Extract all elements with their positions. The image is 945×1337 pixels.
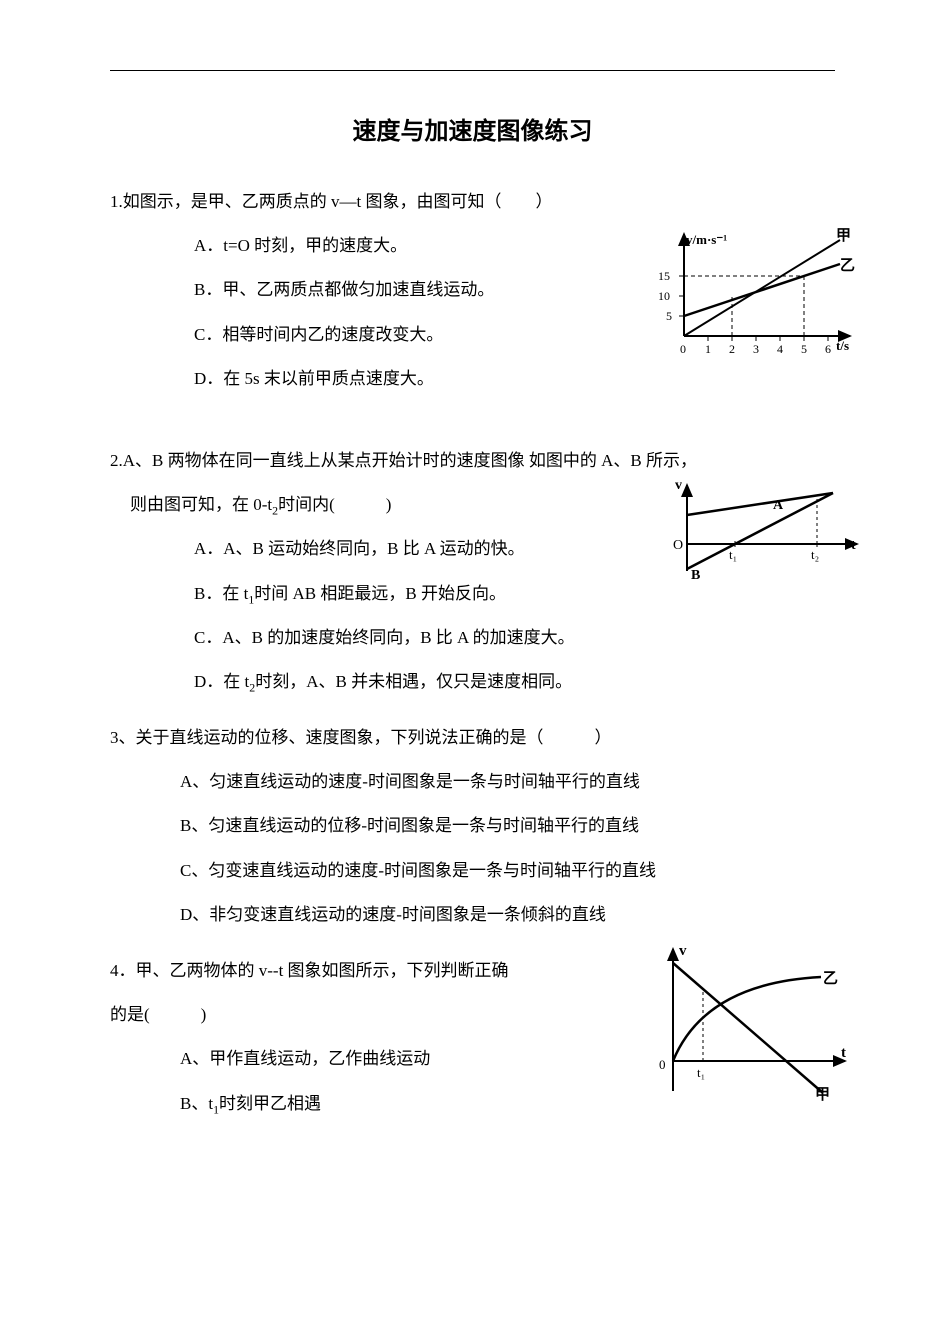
q2-stem-l2b: 时间内( ) xyxy=(278,495,391,514)
svg-text:3: 3 xyxy=(753,342,759,356)
q4-t1: t₁ xyxy=(697,1065,705,1080)
q4-jia-label: 甲 xyxy=(815,1086,830,1103)
question-1: 1.如图示，是甲、乙两质点的 v—t 图象，由图可知（ ） A．t=O 时刻，甲… xyxy=(110,180,835,401)
q2-t2: t₂ xyxy=(811,547,819,562)
svg-text:6: 6 xyxy=(825,342,831,356)
xtick-4: 4 xyxy=(777,336,783,356)
xtick-6: 6 xyxy=(825,336,831,356)
svg-text:5: 5 xyxy=(801,342,807,356)
q3-opt-c: C、匀变速直线运动的速度-时间图象是一条与时间轴平行的直线 xyxy=(180,849,835,893)
q2-opt-b-b: 时间 AB 相距最远，B 开始反向。 xyxy=(254,584,506,603)
q1-stem: 1.如图示，是甲、乙两质点的 v—t 图象，由图可知（ ） xyxy=(110,180,835,224)
q2-opt-c: C．A、B 的加速度始终同向，B 比 A 的加速度大。 xyxy=(194,616,835,660)
question-4: 4．甲、乙两物体的 v--t 图象如图所示，下列判断正确 的是( ) A、甲作直… xyxy=(110,949,835,1126)
q4-opt-b-b: 时刻甲乙相遇 xyxy=(219,1094,321,1113)
page-title: 速度与加速度图像练习 xyxy=(110,111,835,146)
q2-vlabel: v xyxy=(675,479,682,493)
q4-figure: t₁ 0 v t 乙 甲 xyxy=(645,943,855,1103)
q2-Alabel: A xyxy=(773,498,784,513)
q2-tlabel: t xyxy=(851,538,856,553)
page: 速度与加速度图像练习 1.如图示，是甲、乙两质点的 v—t 图象，由图可知（ ）… xyxy=(0,0,945,1337)
svg-text:10: 10 xyxy=(658,289,670,303)
q1-chart-svg: 1 2 3 4 5 6 0 5 10 15 xyxy=(650,226,855,366)
xtick-1: 1 xyxy=(705,336,711,356)
xtick-5: 5 xyxy=(801,336,807,356)
svg-text:0: 0 xyxy=(680,342,686,356)
svg-text:5: 5 xyxy=(666,309,672,323)
q2-stem-l2a: 则由图可知，在 0-t xyxy=(130,495,272,514)
q1-xlabel: t/s xyxy=(836,338,849,353)
q3-stem: 3、关于直线运动的位移、速度图象，下列说法正确的是（ ） xyxy=(110,716,835,760)
q1-figure: 1 2 3 4 5 6 0 5 10 15 xyxy=(650,226,855,366)
q2-figure: v t O A B t₁ t₂ xyxy=(665,479,865,589)
q1-yi-label: 乙 xyxy=(840,258,855,274)
q2-Olabel: O xyxy=(673,538,683,553)
q3-opt-b: B、匀速直线运动的位移-时间图象是一条与时间轴平行的直线 xyxy=(180,804,835,848)
q2-stem-l1: 2.A、B 两物体在同一直线上从某点开始计时的速度图像 如图中的 A、B 所示， xyxy=(110,439,835,483)
q4-opt-b-a: B、t xyxy=(180,1094,213,1113)
xtick-3: 3 xyxy=(753,336,759,356)
q3-opt-a: A、匀速直线运动的速度-时间图象是一条与时间轴平行的直线 xyxy=(180,760,835,804)
question-3: 3、关于直线运动的位移、速度图象，下列说法正确的是（ ） A、匀速直线运动的速度… xyxy=(110,716,835,937)
q2-Blabel: B xyxy=(691,568,700,583)
q3-options: A、匀速直线运动的速度-时间图象是一条与时间轴平行的直线 B、匀速直线运动的位移… xyxy=(110,760,835,937)
svg-text:1: 1 xyxy=(705,342,711,356)
q2-t1: t₁ xyxy=(729,547,737,562)
q2-opt-b-a: B．在 t xyxy=(194,584,248,603)
q3-opt-d: D、非匀变速直线运动的速度-时间图象是一条倾斜的直线 xyxy=(180,893,835,937)
q4-tlabel: t xyxy=(841,1045,846,1061)
svg-text:4: 4 xyxy=(777,342,783,356)
q4-chart-svg: t₁ 0 v t 乙 甲 xyxy=(645,943,855,1103)
q4-vlabel: v xyxy=(679,943,687,959)
q2-opt-d-a: D．在 t xyxy=(194,672,249,691)
q2-chart-svg: v t O A B t₁ t₂ xyxy=(665,479,865,589)
q1-ylabel: v/m·s⁻¹ xyxy=(686,232,727,247)
q4-zero: 0 xyxy=(659,1057,666,1072)
svg-text:2: 2 xyxy=(729,342,735,356)
q4-yi-label: 乙 xyxy=(823,971,838,987)
svg-text:15: 15 xyxy=(658,269,670,283)
q2-opt-d: D．在 t2时刻，A、B 并未相遇，仅只是速度相同。 xyxy=(194,660,835,704)
top-rule xyxy=(110,70,835,71)
question-2: 2.A、B 两物体在同一直线上从某点开始计时的速度图像 如图中的 A、B 所示，… xyxy=(110,439,835,704)
q1-jia-label: 甲 xyxy=(836,227,851,244)
q2-opt-d-b: 时刻，A、B 并未相遇，仅只是速度相同。 xyxy=(255,672,572,691)
spacer-1 xyxy=(110,413,835,439)
xtick-2: 2 xyxy=(729,336,735,356)
